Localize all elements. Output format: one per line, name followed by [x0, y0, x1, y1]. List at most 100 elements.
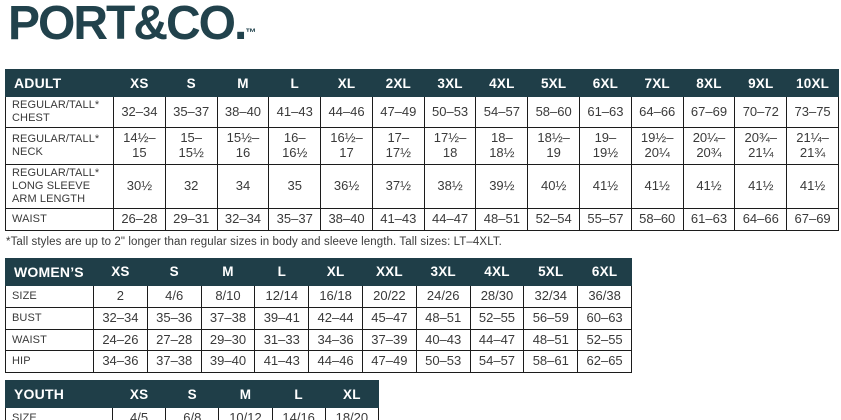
- size-column-header: XL: [324, 380, 380, 409]
- size-column-header: S: [146, 257, 202, 286]
- measurement-value: 41½: [682, 163, 736, 209]
- measurement-value: 62–65: [577, 350, 632, 374]
- size-column-header: 5XL: [523, 257, 579, 286]
- measurement-value: 18½–19: [527, 126, 581, 165]
- tall-styles-footnote: *Tall styles are up to 2" longer than re…: [6, 235, 502, 248]
- measurement-value: 50–53: [423, 96, 477, 128]
- measurement-value: 17–17½: [371, 126, 425, 165]
- measurement-value: 20/22: [361, 284, 417, 308]
- measurement-value: 20¼– 20¾: [682, 126, 736, 165]
- size-column-header: M: [216, 69, 270, 97]
- measurement-value: 18/20: [324, 407, 380, 420]
- measurement-value: 14/16: [271, 407, 326, 420]
- measurement-value: 37½: [371, 163, 425, 209]
- measurement-value: 15½–16: [216, 126, 270, 165]
- size-column-header: 2XL: [371, 69, 425, 97]
- measurement-value: 32/34: [523, 284, 579, 308]
- measurement-value: 70–72: [734, 96, 788, 128]
- size-column-header: 7XL: [630, 69, 684, 97]
- size-column-header: XS: [113, 69, 166, 97]
- measurement-value: 41½: [579, 163, 632, 209]
- size-column-header: 4XL: [475, 69, 529, 97]
- measurement-value: 44–47: [469, 328, 525, 352]
- measurement-value: 6/8: [165, 407, 220, 420]
- measurement-value: 24–26: [93, 328, 148, 352]
- measurement-value: 58–61: [523, 350, 579, 374]
- measurement-value: 37–39: [361, 328, 417, 352]
- measurement-row: REGULAR/TALL* LONG SLEEVE ARM LENGTH 30½ 3…: [5, 163, 839, 209]
- measurement-value: 48–51: [523, 328, 579, 352]
- measurement-label: WAIST: [5, 207, 114, 231]
- measurement-row: SIZE 2 4/6 8/10 12/14 16/18 20/22 24/26 28/30 32/…: [5, 284, 632, 308]
- measurement-value: 44–46: [320, 96, 373, 128]
- measurement-value: 10/12: [218, 407, 273, 420]
- measurement-value: 35–37: [268, 207, 322, 231]
- measurement-label: HIP: [5, 350, 94, 374]
- measurement-value: 42–44: [308, 306, 363, 330]
- measurement-value: 48–51: [475, 207, 529, 231]
- measurement-value: 58–60: [527, 96, 581, 128]
- measurement-value: 4/5: [111, 407, 167, 420]
- size-column-header: XS: [93, 257, 148, 286]
- size-header-row: ADULT XS S M L XL 2XL 3XL 4XL 5XL 6XL 7XL 8XL 9XL 10XL: [5, 69, 839, 97]
- measurement-value: 14½–15: [113, 126, 166, 165]
- size-column-header: 6XL: [577, 257, 632, 286]
- measurement-value: 16–16½: [268, 126, 322, 165]
- measurement-value: 16/18: [308, 284, 363, 308]
- size-column-header: 8XL: [682, 69, 736, 97]
- measurement-value: 47–49: [361, 350, 417, 374]
- measurement-label: REGULAR/TALL* NECK: [5, 126, 114, 165]
- measurement-value: 67–69: [682, 96, 736, 128]
- measurement-value: 44–46: [308, 350, 363, 374]
- measurement-value: 29–31: [164, 207, 218, 231]
- adult-size-table: ADULT XS S M L XL 2XL 3XL 4XL 5XL 6XL 7XL 8XL 9XL 10XL…: [5, 69, 839, 231]
- measurement-value: 29–30: [200, 328, 256, 352]
- measurement-label: SIZE: [5, 284, 94, 308]
- measurement-value: 45–47: [361, 306, 417, 330]
- measurement-value: 31–33: [254, 328, 310, 352]
- size-column-header: 4XL: [469, 257, 525, 286]
- measurement-value: 34–36: [308, 328, 363, 352]
- measurement-label: REGULAR/TALL* CHEST: [5, 96, 114, 128]
- size-column-header: M: [200, 257, 256, 286]
- measurement-value: 41–43: [371, 207, 425, 231]
- measurement-value: 37–38: [200, 306, 256, 330]
- measurement-label: BUST: [5, 306, 94, 330]
- youth-size-table: YOUTHXSSMLXLSIZE4/56/810/1214/1618/20CHE…: [5, 380, 380, 420]
- measurement-value: 41½: [786, 163, 839, 209]
- measurement-value: 38–40: [320, 207, 373, 231]
- measurement-value: 73–75: [786, 96, 839, 128]
- size-column-header: XL: [308, 257, 363, 286]
- measurement-value: 20¾– 21¼: [734, 126, 788, 165]
- measurement-value: 52–55: [469, 306, 525, 330]
- size-column-header: XXL: [361, 257, 417, 286]
- measurement-value: 19–19½: [579, 126, 632, 165]
- measurement-value: 27–28: [146, 328, 202, 352]
- measurement-value: 40½: [527, 163, 581, 209]
- table-title: WOMEN’S: [5, 257, 94, 286]
- measurement-value: 8/10: [200, 284, 256, 308]
- brand-logo: PORT&CO.™: [3, 0, 839, 55]
- measurement-value: 26–28: [113, 207, 166, 231]
- measurement-value: 67–69: [786, 207, 839, 231]
- size-column-header: S: [165, 380, 220, 409]
- table-title: YOUTH: [5, 380, 113, 409]
- measurement-value: 64–66: [630, 96, 684, 128]
- measurement-value: 32–34: [216, 207, 270, 231]
- measurement-row: WAIST 26–28 29–31 32–34 35–37 38–40 41–43 44–47…: [5, 207, 839, 231]
- measurement-value: 30½: [113, 163, 166, 209]
- measurement-value: 36/38: [577, 284, 632, 308]
- measurement-row: SIZE 4/5 6/8 10/12 14/16 18/20: [5, 407, 380, 420]
- measurement-value: 39½: [475, 163, 529, 209]
- measurement-value: 24/26: [415, 284, 471, 308]
- measurement-value: 50–53: [415, 350, 471, 374]
- measurement-value: 39–41: [254, 306, 310, 330]
- measurement-row: REGULAR/TALL* NECK 14½–15 15–15½ 15½–16 16–1…: [5, 126, 839, 165]
- size-column-header: L: [268, 69, 322, 97]
- size-column-header: XL: [320, 69, 373, 97]
- measurement-value: 12/14: [254, 284, 310, 308]
- brand-logo-text: PORT&CO.: [8, 0, 247, 50]
- measurement-value: 38–40: [216, 96, 270, 128]
- size-column-header: L: [254, 257, 310, 286]
